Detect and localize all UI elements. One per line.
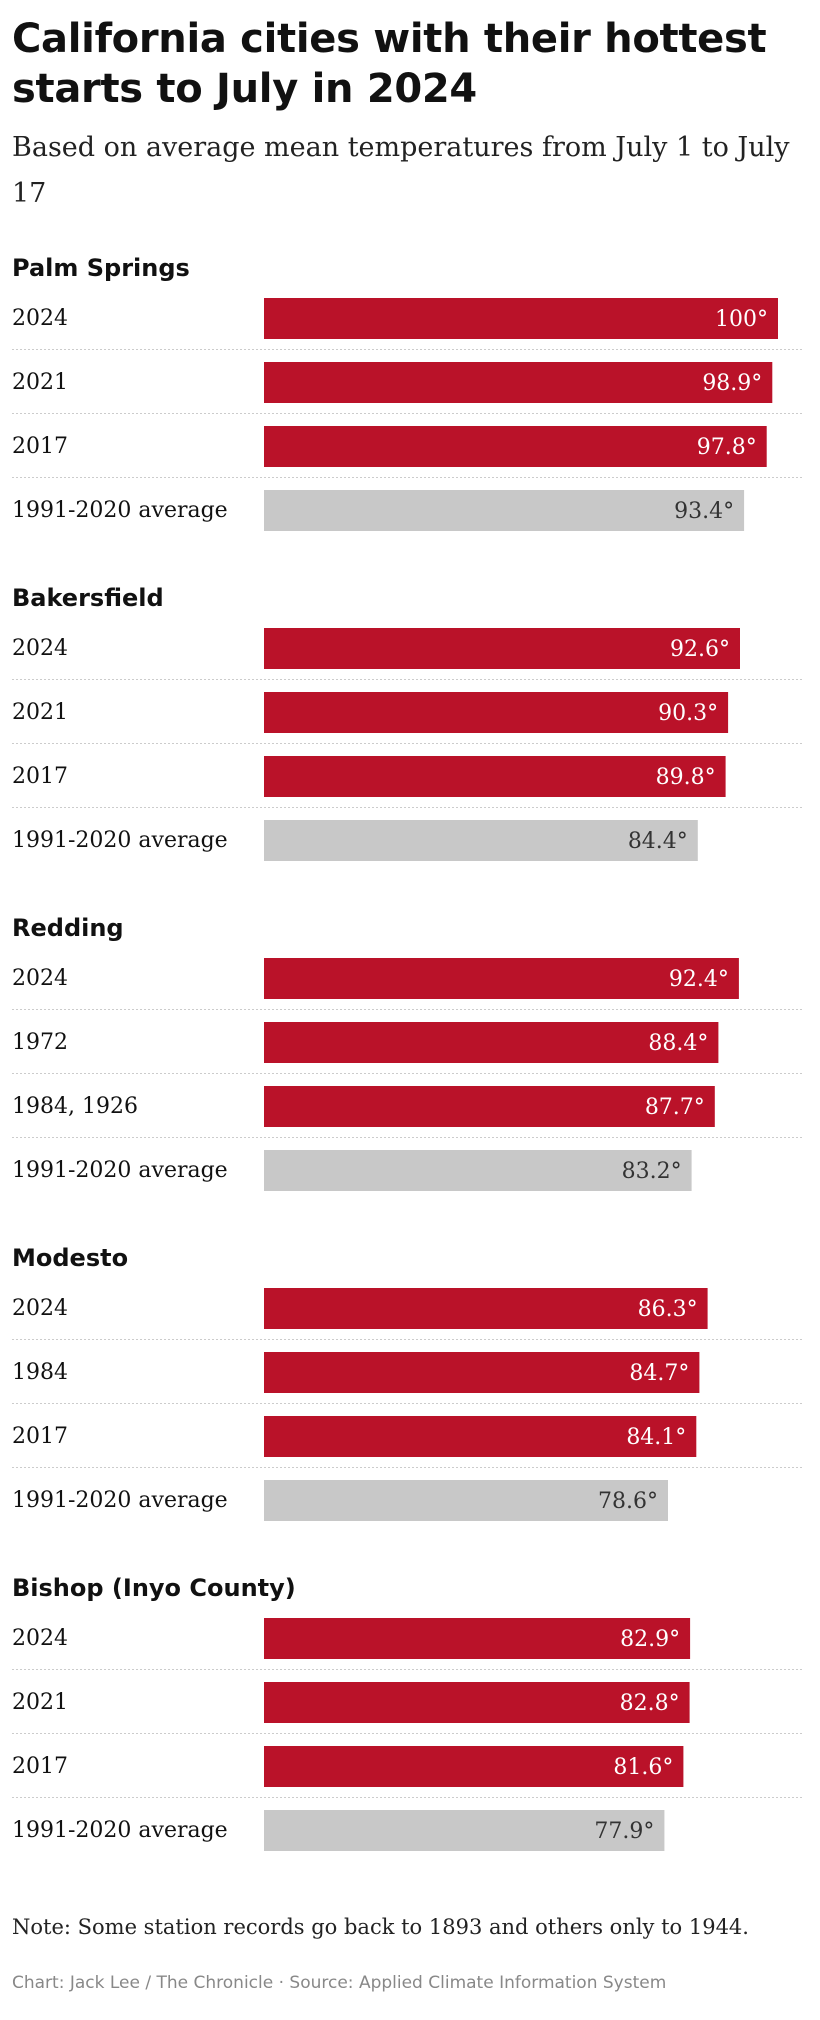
city-group: Bakersfield 2024 92.6° 2021 90.3° 2017 89.8° 19…	[12, 584, 804, 861]
row-label: 2017	[12, 434, 68, 459]
chart-title: California cities with their hottest sta…	[12, 16, 767, 112]
record-bar	[264, 628, 740, 669]
row-label: 1984, 1926	[12, 1094, 138, 1119]
value-label: 93.4°	[674, 499, 734, 524]
value-label: 98.9°	[702, 371, 762, 396]
row-label: 2024	[12, 636, 68, 661]
value-label: 88.4°	[648, 1031, 708, 1056]
bar-chart: Palm Springs 2024 100° 2021 98.9° 2017 97.8° 19…	[12, 255, 804, 1851]
average-bar	[264, 1480, 668, 1521]
row-label: 2021	[12, 370, 68, 395]
record-bar	[264, 1086, 715, 1127]
record-bar	[264, 1746, 684, 1787]
value-label: 77.9°	[594, 1819, 654, 1844]
value-label: 90.3°	[658, 701, 718, 726]
row-label: 2024	[12, 1626, 68, 1651]
value-label: 78.6°	[598, 1489, 658, 1514]
group-title: Bakersfield	[12, 584, 164, 612]
row-label: 1991-2020 average	[12, 1488, 228, 1513]
row-label: 2024	[12, 1296, 68, 1321]
row-label: 2021	[12, 1690, 68, 1715]
record-bar	[264, 298, 778, 339]
value-label: 84.7°	[629, 1361, 689, 1386]
row-label: 1991-2020 average	[12, 498, 228, 523]
row-label: 1991-2020 average	[12, 1158, 228, 1183]
value-label: 89.8°	[656, 765, 716, 790]
row-label: 1991-2020 average	[12, 1818, 228, 1843]
value-label: 100°	[715, 307, 768, 332]
row-label: 1991-2020 average	[12, 828, 228, 853]
record-bar	[264, 1022, 719, 1063]
chart-note: Note: Some station records go back to 18…	[12, 1915, 749, 1939]
value-label: 92.6°	[670, 637, 730, 662]
value-label: 87.7°	[645, 1095, 705, 1120]
city-group: Palm Springs 2024 100° 2021 98.9° 2017 97.8° 19…	[12, 255, 804, 531]
record-bar	[264, 756, 726, 797]
average-bar	[264, 1150, 692, 1191]
record-bar	[264, 692, 729, 733]
row-label: 2021	[12, 700, 68, 725]
chart-subtitle: Based on average mean temperatures from …	[12, 132, 790, 209]
value-label: 82.8°	[620, 1691, 680, 1716]
value-label: 84.1°	[626, 1425, 686, 1450]
city-group: Modesto 2024 86.3° 1984 84.7° 2017 84.1° 1991-2…	[12, 1244, 804, 1521]
city-group: Bishop (Inyo County) 2024 82.9° 2021 82.8° 20…	[12, 1574, 804, 1851]
value-label: 84.4°	[628, 829, 688, 854]
value-label: 92.4°	[669, 967, 729, 992]
group-title: Modesto	[12, 1244, 128, 1272]
row-label: 1972	[12, 1030, 68, 1055]
group-title: Bishop (Inyo County)	[12, 1574, 296, 1602]
record-bar	[264, 362, 773, 403]
row-label: 2024	[12, 306, 68, 331]
record-bar	[264, 1416, 697, 1457]
record-bar	[264, 958, 739, 999]
chart-credit: Chart: Jack Lee / The Chronicle · Source…	[12, 1973, 667, 1993]
row-label: 2017	[12, 764, 68, 789]
value-label: 83.2°	[622, 1159, 682, 1184]
record-bar	[264, 426, 767, 467]
row-label: 2017	[12, 1754, 68, 1779]
average-bar	[264, 490, 745, 531]
row-label: 1984	[12, 1360, 68, 1385]
row-label: 2017	[12, 1424, 68, 1449]
record-bar	[264, 1352, 700, 1393]
row-label: 2024	[12, 966, 68, 991]
record-bar	[264, 1682, 690, 1723]
group-title: Redding	[12, 914, 124, 942]
average-bar	[264, 1810, 665, 1851]
value-label: 97.8°	[697, 435, 757, 460]
average-bar	[264, 820, 698, 861]
header: California cities with their hottest sta…	[12, 14, 792, 217]
value-label: 81.6°	[613, 1755, 673, 1780]
city-group: Redding 2024 92.4° 1972 88.4° 1984, 1926 87.7°…	[12, 914, 804, 1191]
value-label: 82.9°	[620, 1627, 680, 1652]
group-title: Palm Springs	[12, 255, 190, 282]
record-bar	[264, 1288, 708, 1329]
value-label: 86.3°	[638, 1297, 698, 1322]
record-bar	[264, 1618, 691, 1659]
